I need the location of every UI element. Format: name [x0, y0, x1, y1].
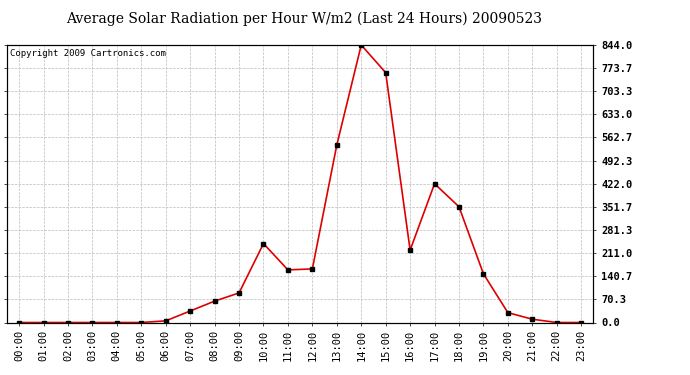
- Text: Copyright 2009 Cartronics.com: Copyright 2009 Cartronics.com: [10, 49, 166, 58]
- Text: Average Solar Radiation per Hour W/m2 (Last 24 Hours) 20090523: Average Solar Radiation per Hour W/m2 (L…: [66, 11, 542, 26]
